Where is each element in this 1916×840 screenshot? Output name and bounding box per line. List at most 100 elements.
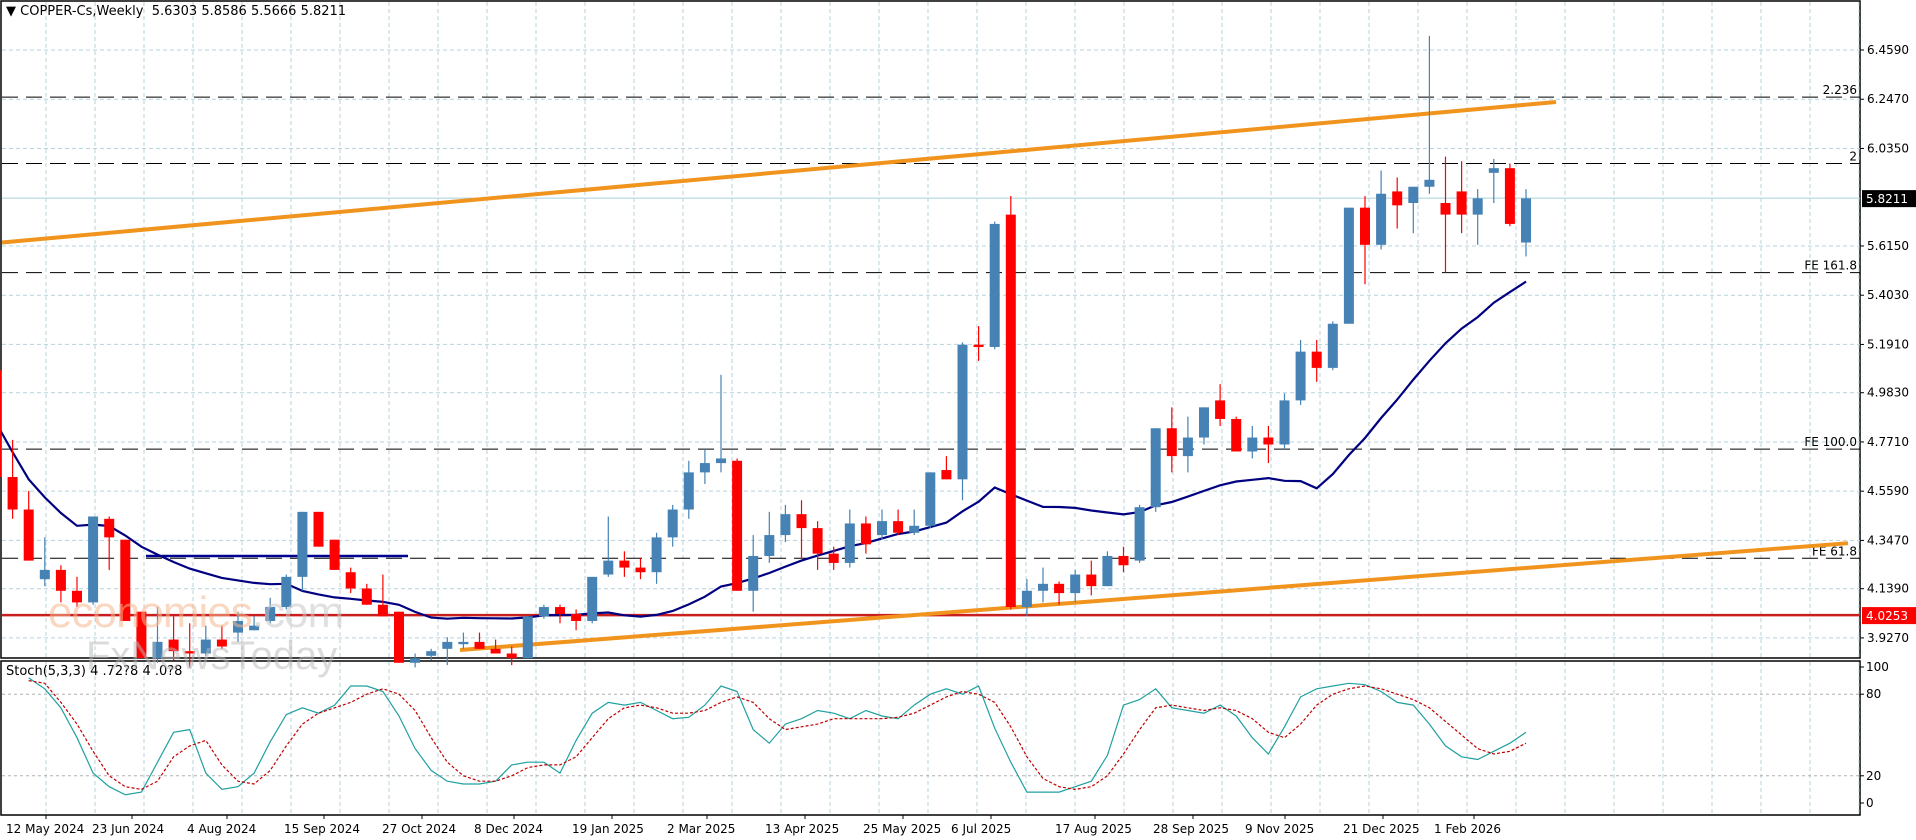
- bull-candle[interactable]: [1021, 579, 1032, 617]
- bull-candle[interactable]: [1521, 189, 1531, 257]
- bear-candle[interactable]: [490, 639, 501, 654]
- bull-candle[interactable]: [877, 509, 887, 540]
- bear-candle[interactable]: [555, 604, 565, 624]
- bear-candle[interactable]: [55, 565, 66, 603]
- bull-candle[interactable]: [716, 374, 726, 473]
- bull-candle[interactable]: [1472, 189, 1483, 245]
- bear-candle[interactable]: [860, 516, 871, 554]
- bear-candle[interactable]: [216, 625, 227, 649]
- bear-candle[interactable]: [1231, 416, 1242, 452]
- bear-candle[interactable]: [136, 611, 147, 659]
- bear-candle[interactable]: [361, 583, 372, 605]
- bull-candle[interactable]: [458, 632, 469, 649]
- bear-candle[interactable]: [796, 500, 807, 559]
- bull-candle[interactable]: [249, 616, 260, 631]
- bull-candle[interactable]: [683, 460, 694, 519]
- bull-candle[interactable]: [651, 532, 662, 584]
- bull-candle[interactable]: [522, 616, 533, 659]
- bull-candle[interactable]: [667, 504, 678, 547]
- bear-candle[interactable]: [973, 326, 984, 361]
- bear-candle[interactable]: [1166, 407, 1177, 473]
- bear-candle[interactable]: [1311, 340, 1322, 382]
- bull-candle[interactable]: [88, 516, 99, 605]
- bear-candle[interactable]: [1504, 163, 1515, 227]
- bull-candle[interactable]: [39, 537, 50, 587]
- bear-candle[interactable]: [506, 646, 517, 666]
- bear-candle[interactable]: [1054, 581, 1065, 605]
- bear-candle[interactable]: [571, 609, 582, 631]
- bull-candle[interactable]: [1070, 569, 1081, 603]
- bear-candle[interactable]: [313, 511, 324, 547]
- bear-candle[interactable]: [893, 509, 904, 536]
- bear-candle[interactable]: [0, 354, 2, 478]
- bull-candle[interactable]: [780, 504, 791, 543]
- lower-channel-trendline[interactable]: [459, 541, 1849, 652]
- bear-candle[interactable]: [941, 456, 952, 480]
- bear-candle[interactable]: [828, 546, 839, 570]
- bull-candle[interactable]: [909, 509, 920, 536]
- bull-candle[interactable]: [265, 597, 276, 624]
- bear-candle[interactable]: [72, 576, 82, 608]
- bear-candle[interactable]: [1005, 196, 1016, 610]
- bear-candle[interactable]: [377, 574, 388, 617]
- bull-candle[interactable]: [410, 653, 421, 668]
- bull-candle[interactable]: [844, 509, 855, 568]
- bull-candle[interactable]: [748, 535, 759, 612]
- bear-candle[interactable]: [1215, 384, 1226, 426]
- bull-candle[interactable]: [603, 516, 614, 577]
- bear-candle[interactable]: [184, 623, 195, 668]
- bear-candle[interactable]: [732, 458, 743, 591]
- bear-candle[interactable]: [329, 539, 340, 570]
- bull-candle[interactable]: [1199, 407, 1209, 445]
- bear-candle[interactable]: [168, 616, 179, 661]
- bear-candle[interactable]: [120, 539, 131, 621]
- bull-candle[interactable]: [699, 449, 710, 484]
- bear-candle[interactable]: [23, 490, 34, 561]
- bull-candle[interactable]: [152, 607, 163, 663]
- bear-candle[interactable]: [1360, 196, 1370, 285]
- bull-candle[interactable]: [1134, 504, 1145, 563]
- bear-candle[interactable]: [1086, 560, 1097, 596]
- bear-candle[interactable]: [1263, 425, 1274, 464]
- bear-candle[interactable]: [619, 551, 630, 577]
- bull-candle[interactable]: [1408, 186, 1419, 234]
- bull-candle[interactable]: [1247, 425, 1258, 459]
- bull-candle[interactable]: [442, 637, 453, 666]
- bull-candle[interactable]: [1102, 551, 1113, 587]
- bear-candle[interactable]: [812, 521, 823, 570]
- bear-candle[interactable]: [1440, 156, 1451, 273]
- bear-candle[interactable]: [1118, 546, 1129, 573]
- bull-candle[interactable]: [426, 648, 437, 661]
- bear-candle[interactable]: [104, 516, 115, 570]
- bull-candle[interactable]: [1038, 567, 1048, 603]
- bear-candle[interactable]: [635, 558, 646, 580]
- bull-candle[interactable]: [1343, 207, 1354, 324]
- bear-candle[interactable]: [474, 632, 485, 649]
- bull-candle[interactable]: [200, 625, 211, 656]
- bull-candle[interactable]: [1376, 170, 1387, 250]
- bear-candle[interactable]: [394, 611, 404, 663]
- bull-candle[interactable]: [925, 472, 936, 529]
- bull-candle[interactable]: [1150, 428, 1161, 512]
- bull-candle[interactable]: [1327, 321, 1338, 371]
- bull-candle[interactable]: [989, 221, 1000, 350]
- bear-candle[interactable]: [345, 567, 356, 594]
- bear-candle[interactable]: [1392, 177, 1403, 229]
- bull-candle[interactable]: [1488, 158, 1499, 204]
- bull-candle[interactable]: [764, 511, 775, 563]
- bull-candle[interactable]: [297, 511, 308, 591]
- bull-candle[interactable]: [538, 604, 549, 619]
- bull-candle[interactable]: [1295, 340, 1306, 406]
- bull-candle[interactable]: [233, 611, 243, 642]
- bear-candle[interactable]: [7, 439, 18, 519]
- bull-candle[interactable]: [1182, 416, 1193, 473]
- bull-candle[interactable]: [1279, 393, 1290, 450]
- upper-channel-trendline[interactable]: [1, 100, 1557, 245]
- bull-candle[interactable]: [957, 342, 968, 501]
- bear-candle[interactable]: [1456, 161, 1467, 234]
- collapse-triangle-icon[interactable]: ▼: [6, 4, 16, 19]
- bull-candle[interactable]: [1424, 35, 1435, 194]
- bull-candle[interactable]: [587, 576, 598, 624]
- bull-candle[interactable]: [281, 574, 292, 610]
